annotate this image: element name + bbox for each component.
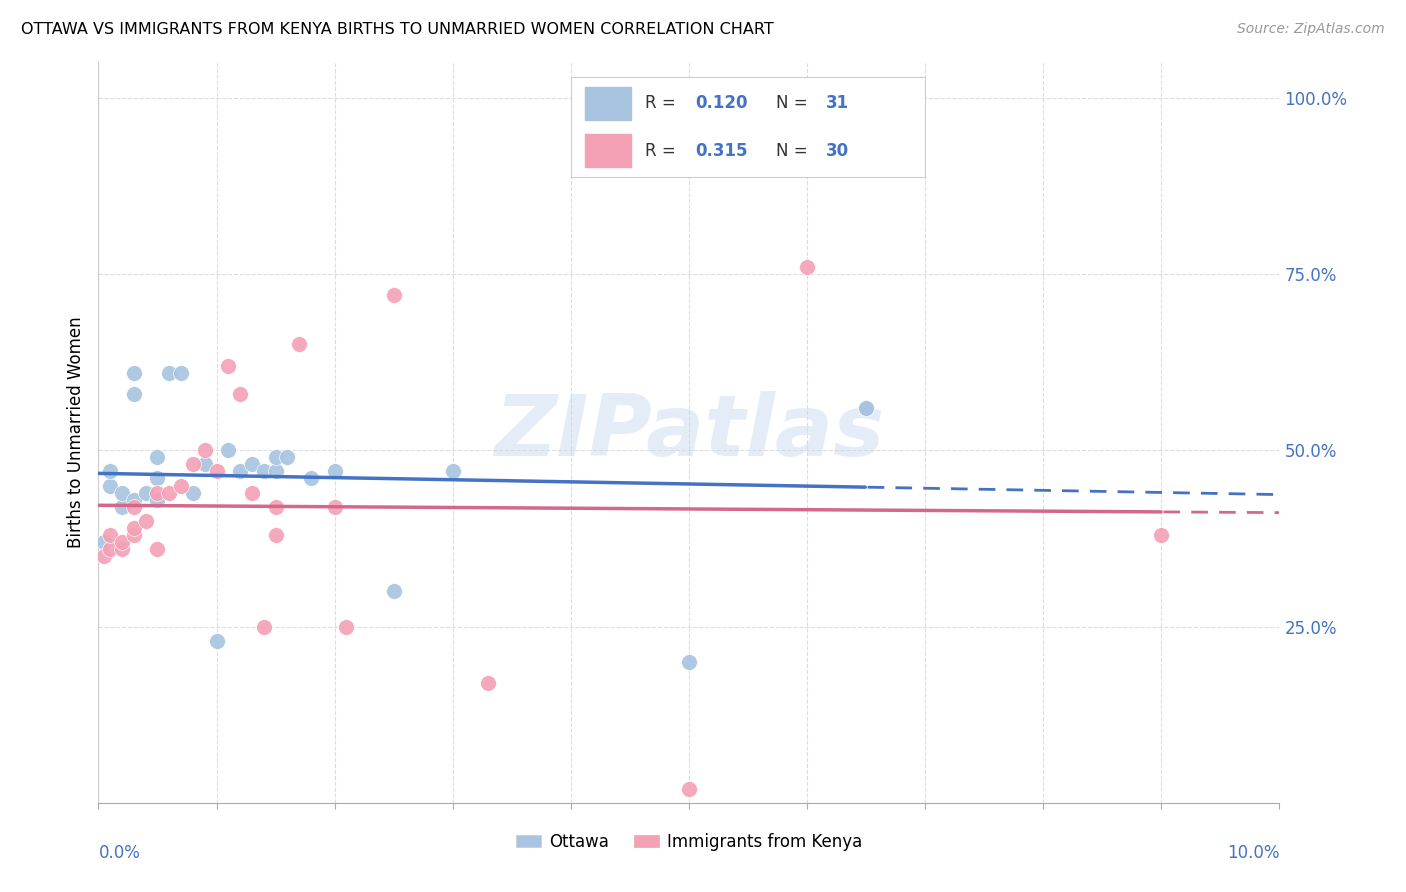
Point bbox=[122, 528, 145, 542]
Point bbox=[855, 401, 877, 415]
Point bbox=[111, 485, 134, 500]
Point bbox=[135, 514, 157, 528]
Y-axis label: Births to Unmarried Women: Births to Unmarried Women bbox=[66, 317, 84, 549]
Point bbox=[146, 471, 169, 485]
Point bbox=[253, 619, 276, 633]
Point bbox=[146, 485, 169, 500]
Point bbox=[240, 458, 263, 472]
Text: Source: ZipAtlas.com: Source: ZipAtlas.com bbox=[1237, 22, 1385, 37]
Point bbox=[1150, 528, 1173, 542]
Point bbox=[217, 443, 239, 458]
Point bbox=[229, 464, 252, 478]
Point bbox=[855, 401, 877, 415]
Point bbox=[111, 500, 134, 514]
Point bbox=[146, 492, 169, 507]
Point bbox=[170, 478, 193, 492]
Point bbox=[122, 521, 145, 535]
Point bbox=[264, 464, 287, 478]
Point bbox=[157, 366, 180, 380]
Point bbox=[276, 450, 298, 465]
Point bbox=[678, 781, 700, 796]
Point bbox=[135, 485, 157, 500]
Point bbox=[382, 584, 405, 599]
Point bbox=[335, 619, 357, 633]
Point bbox=[98, 478, 121, 492]
Point bbox=[111, 541, 134, 556]
Point bbox=[264, 528, 287, 542]
Point bbox=[194, 458, 217, 472]
Point bbox=[122, 492, 145, 507]
Point bbox=[181, 485, 204, 500]
Text: ZIPatlas: ZIPatlas bbox=[494, 391, 884, 475]
Point bbox=[441, 464, 464, 478]
Point bbox=[264, 450, 287, 465]
Point bbox=[146, 450, 169, 465]
Text: 10.0%: 10.0% bbox=[1227, 844, 1279, 862]
Point bbox=[323, 500, 346, 514]
Point bbox=[111, 535, 134, 549]
Point bbox=[122, 387, 145, 401]
Point bbox=[264, 500, 287, 514]
Point bbox=[240, 485, 263, 500]
Point bbox=[796, 260, 818, 274]
Point bbox=[122, 500, 145, 514]
Point bbox=[170, 366, 193, 380]
Point bbox=[217, 359, 239, 373]
Point bbox=[205, 633, 228, 648]
Point bbox=[93, 535, 115, 549]
Point bbox=[229, 387, 252, 401]
Legend: Ottawa, Immigrants from Kenya: Ottawa, Immigrants from Kenya bbox=[509, 826, 869, 857]
Point bbox=[288, 337, 311, 351]
Point bbox=[157, 485, 180, 500]
Point bbox=[299, 471, 322, 485]
Point bbox=[98, 528, 121, 542]
Text: OTTAWA VS IMMIGRANTS FROM KENYA BIRTHS TO UNMARRIED WOMEN CORRELATION CHART: OTTAWA VS IMMIGRANTS FROM KENYA BIRTHS T… bbox=[21, 22, 773, 37]
Point bbox=[98, 541, 121, 556]
Point bbox=[382, 288, 405, 302]
Point bbox=[93, 549, 115, 563]
Point bbox=[181, 458, 204, 472]
Point bbox=[122, 366, 145, 380]
Point bbox=[194, 443, 217, 458]
Point bbox=[205, 464, 228, 478]
Point bbox=[678, 655, 700, 669]
Point bbox=[253, 464, 276, 478]
Point bbox=[98, 464, 121, 478]
Point bbox=[477, 676, 499, 690]
Point bbox=[146, 541, 169, 556]
Point bbox=[323, 464, 346, 478]
Text: 0.0%: 0.0% bbox=[98, 844, 141, 862]
